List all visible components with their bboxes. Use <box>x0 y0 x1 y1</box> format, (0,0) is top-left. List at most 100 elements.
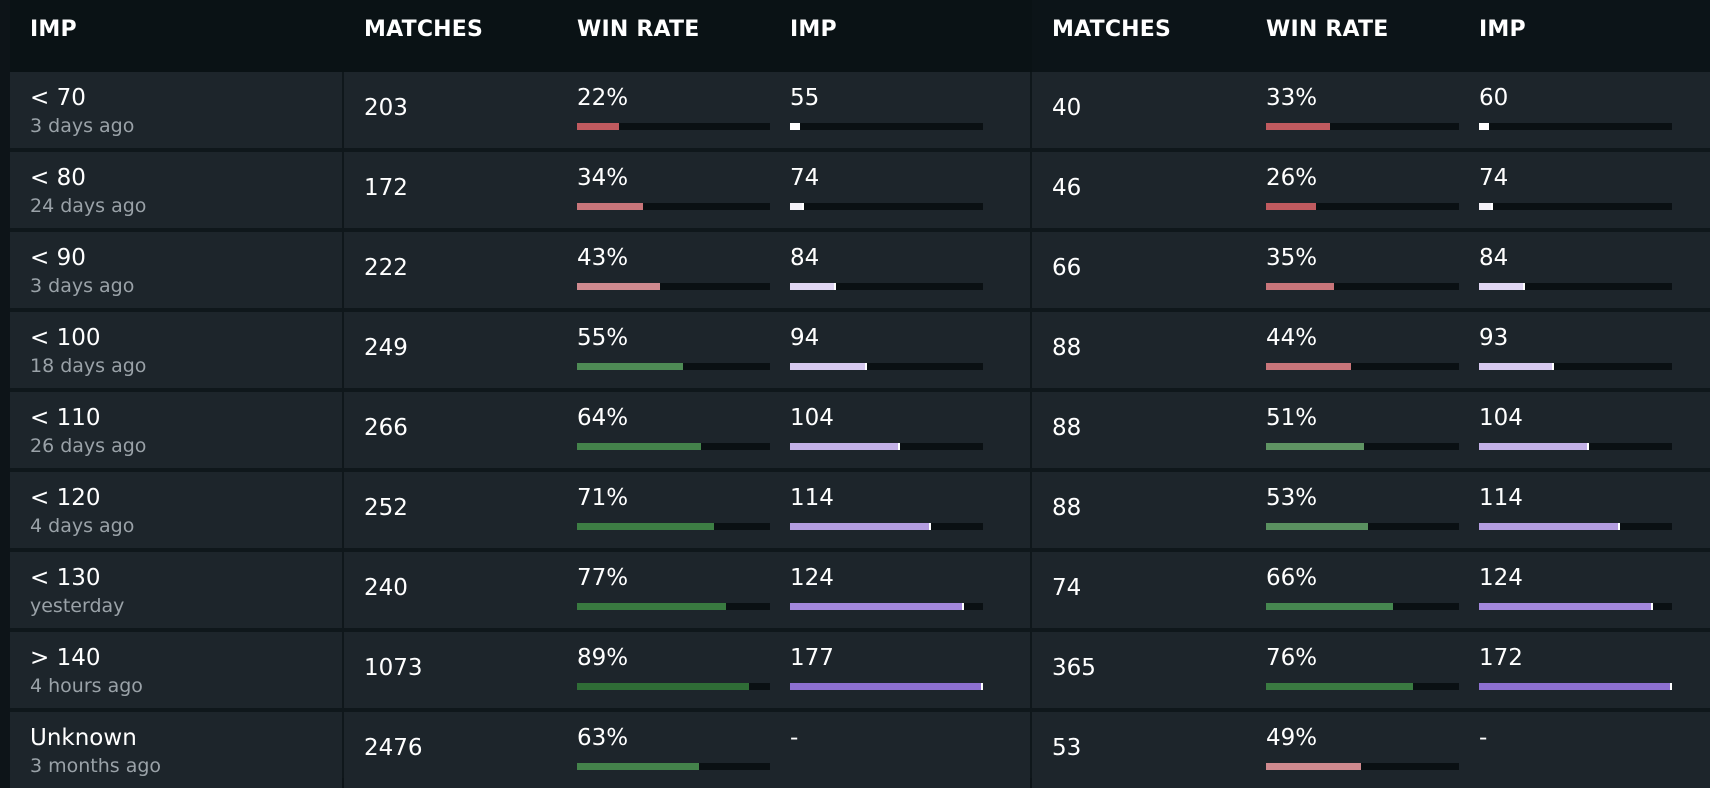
table-row[interactable]: < 110 26 days ago 266 64% 104 88 51% 104 <box>10 392 1710 468</box>
win-rate-right-value: 76% <box>1266 645 1318 671</box>
imp-value-value: 177 <box>790 645 834 671</box>
win-rate-right-bar-fill <box>1266 523 1368 530</box>
win-rate-value: 71% <box>577 485 629 511</box>
imp-value-right: 104 <box>1479 405 1672 450</box>
imp-value: 114 <box>790 485 983 530</box>
row-label-cell: < 110 26 days ago <box>10 392 342 468</box>
table-row[interactable]: < 100 18 days ago 249 55% 94 88 44% 93 <box>10 312 1710 388</box>
table-row[interactable]: > 140 4 hours ago 1073 89% 177 365 76% 172 <box>10 632 1710 708</box>
row-last-seen: 4 days ago <box>30 515 135 537</box>
imp-value-value: 74 <box>790 165 820 191</box>
row-last-seen: yesterday <box>30 595 125 617</box>
row-right-stats: 88 51% 104 <box>1032 392 1710 468</box>
header-imp-right[interactable]: IMP <box>1479 17 1526 42</box>
row-right-stats: 53 49% - <box>1032 712 1710 788</box>
table-row[interactable]: < 90 3 days ago 222 43% 84 66 35% 84 <box>10 232 1710 308</box>
imp-value-right-bar-track <box>1479 123 1672 130</box>
win-rate-right: 35% <box>1266 245 1459 290</box>
header-matches[interactable]: MATCHES <box>364 17 484 42</box>
row-left-stats: 252 71% 114 <box>344 472 1030 548</box>
imp-value-right: 114 <box>1479 485 1672 530</box>
win-rate-right-bar-fill <box>1266 123 1330 130</box>
imp-value: - <box>790 725 798 751</box>
header-matches-right[interactable]: MATCHES <box>1052 17 1172 42</box>
imp-value-bar-track <box>790 123 983 130</box>
imp-value-value: 84 <box>790 245 820 271</box>
matches-count-right: 88 <box>1052 495 1082 521</box>
imp-value-bar-track <box>790 283 983 290</box>
row-imp-range: Unknown <box>30 725 137 751</box>
row-last-seen: 26 days ago <box>30 435 147 457</box>
win-rate-right-bar-track <box>1266 443 1459 450</box>
table-row[interactable]: < 120 4 days ago 252 71% 114 88 53% 114 <box>10 472 1710 548</box>
win-rate-right-value: 35% <box>1266 245 1318 271</box>
table-row[interactable]: Unknown 3 months ago 2476 63% - 53 49% - <box>10 712 1710 788</box>
imp-value-right-bar-track <box>1479 603 1672 610</box>
imp-value-bar-fill <box>790 603 964 610</box>
imp-value-right-bar-fill <box>1479 363 1554 370</box>
row-right-stats: 40 33% 60 <box>1032 72 1710 148</box>
imp-value-value: 55 <box>790 85 820 111</box>
win-rate-right-value: 66% <box>1266 565 1318 591</box>
row-label-cell: < 120 4 days ago <box>10 472 342 548</box>
win-rate-right-bar-fill <box>1266 203 1316 210</box>
row-imp-range: < 80 <box>30 165 86 191</box>
win-rate-right-bar-track <box>1266 763 1459 770</box>
imp-value-bar-fill <box>790 363 867 370</box>
row-left-stats: 222 43% 84 <box>344 232 1030 308</box>
matches-count: 1073 <box>364 655 423 681</box>
imp-value-right-bar-fill <box>1479 523 1620 530</box>
table-row[interactable]: < 130 yesterday 240 77% 124 74 66% 124 <box>10 552 1710 628</box>
header-win-rate[interactable]: WIN RATE <box>577 17 700 42</box>
matches-count: 172 <box>364 175 408 201</box>
imp-value-value: 114 <box>790 485 834 511</box>
win-rate-right-value: 49% <box>1266 725 1318 751</box>
table-header: IMP MATCHES WIN RATE IMP MATCHES WIN RAT… <box>10 0 1710 72</box>
win-rate-right-value: 53% <box>1266 485 1318 511</box>
win-rate-value: 34% <box>577 165 629 191</box>
imp-value-right-value: 172 <box>1479 645 1523 671</box>
header-win-rate-right[interactable]: WIN RATE <box>1266 17 1389 42</box>
imp-value-right: - <box>1479 725 1487 751</box>
matches-count-right: 74 <box>1052 575 1082 601</box>
imp-value-right-value: 84 <box>1479 245 1509 271</box>
win-rate-bar-fill <box>577 203 643 210</box>
win-rate-right: 26% <box>1266 165 1459 210</box>
row-last-seen: 3 months ago <box>30 755 162 777</box>
header-imp[interactable]: IMP <box>30 17 77 42</box>
win-rate-value: 77% <box>577 565 629 591</box>
win-rate-right-value: 33% <box>1266 85 1318 111</box>
win-rate-right-bar-fill <box>1266 443 1364 450</box>
imp-value-right-value: - <box>1479 725 1488 751</box>
imp-value-right-bar-fill <box>1479 443 1589 450</box>
imp-value-right-value: 104 <box>1479 405 1523 431</box>
imp-value-right-bar-track <box>1479 203 1672 210</box>
header-right-section <box>1032 0 1710 72</box>
win-rate: 64% <box>577 405 770 450</box>
imp-value-bar-fill <box>790 203 804 210</box>
imp-value-right-value: 114 <box>1479 485 1523 511</box>
win-rate-bar-fill <box>577 123 619 130</box>
win-rate-bar-track <box>577 683 770 690</box>
win-rate: 71% <box>577 485 770 530</box>
win-rate-value: 22% <box>577 85 629 111</box>
row-imp-range: < 130 <box>30 565 101 591</box>
row-right-stats: 46 26% 74 <box>1032 152 1710 228</box>
win-rate-bar-fill <box>577 763 699 770</box>
table-row[interactable]: < 80 24 days ago 172 34% 74 46 26% 74 <box>10 152 1710 228</box>
win-rate-bar-fill <box>577 683 749 690</box>
header-imp-avg[interactable]: IMP <box>790 17 837 42</box>
win-rate-bar-track <box>577 523 770 530</box>
table-row[interactable]: < 70 3 days ago 203 22% 55 40 33% 60 <box>10 72 1710 148</box>
imp-value-value: - <box>790 725 799 751</box>
matches-count-right: 66 <box>1052 255 1082 281</box>
row-label-cell: < 80 24 days ago <box>10 152 342 228</box>
row-left-stats: 266 64% 104 <box>344 392 1030 468</box>
win-rate-right-bar-track <box>1266 683 1459 690</box>
imp-value-right-value: 74 <box>1479 165 1509 191</box>
win-rate: 22% <box>577 85 770 130</box>
win-rate-value: 64% <box>577 405 629 431</box>
matches-count-right: 40 <box>1052 95 1082 121</box>
row-label-cell: < 70 3 days ago <box>10 72 342 148</box>
row-right-stats: 74 66% 124 <box>1032 552 1710 628</box>
